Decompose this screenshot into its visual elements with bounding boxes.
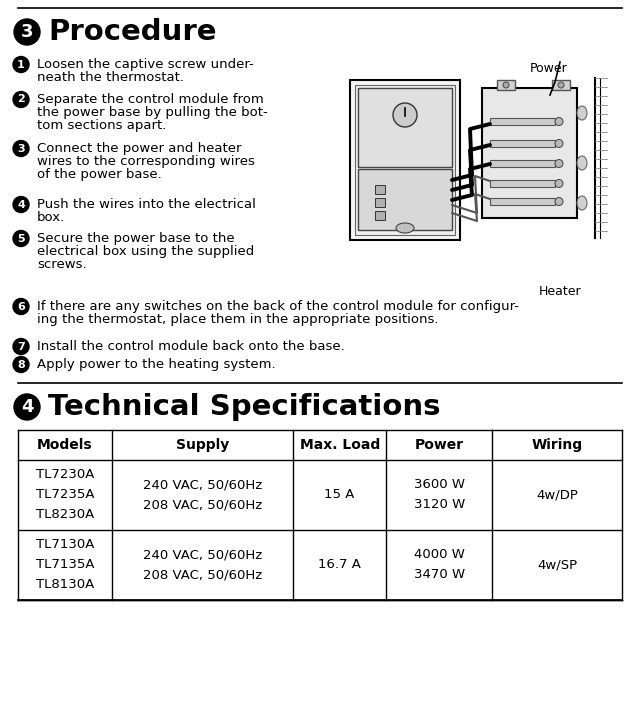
- Text: tom sections apart.: tom sections apart.: [37, 119, 166, 132]
- Text: 3600 W
3120 W: 3600 W 3120 W: [413, 479, 465, 512]
- Text: Procedure: Procedure: [48, 18, 216, 46]
- FancyBboxPatch shape: [375, 198, 385, 207]
- Text: 8: 8: [17, 359, 25, 369]
- Circle shape: [13, 92, 29, 107]
- Circle shape: [555, 117, 563, 126]
- FancyBboxPatch shape: [497, 80, 515, 90]
- FancyBboxPatch shape: [490, 180, 555, 187]
- Ellipse shape: [577, 196, 587, 210]
- Circle shape: [13, 299, 29, 314]
- Circle shape: [393, 103, 417, 127]
- Text: wires to the corresponding wires: wires to the corresponding wires: [37, 155, 255, 168]
- Circle shape: [555, 160, 563, 167]
- Text: 1: 1: [17, 59, 25, 69]
- FancyBboxPatch shape: [482, 88, 577, 218]
- Text: screws.: screws.: [37, 258, 86, 271]
- Text: If there are any switches on the back of the control module for configur-: If there are any switches on the back of…: [37, 300, 519, 313]
- FancyBboxPatch shape: [358, 88, 452, 167]
- Text: Supply: Supply: [175, 438, 229, 452]
- FancyBboxPatch shape: [355, 85, 455, 235]
- Circle shape: [14, 19, 40, 45]
- Circle shape: [555, 140, 563, 148]
- FancyBboxPatch shape: [358, 169, 452, 229]
- Text: 16.7 A: 16.7 A: [318, 558, 361, 571]
- FancyBboxPatch shape: [552, 80, 570, 90]
- Ellipse shape: [577, 156, 587, 170]
- Text: the power base by pulling the bot-: the power base by pulling the bot-: [37, 106, 268, 119]
- Text: 2: 2: [17, 95, 25, 104]
- Text: neath the thermostat.: neath the thermostat.: [37, 71, 184, 84]
- Text: 7: 7: [17, 342, 25, 352]
- Text: Install the control module back onto the base.: Install the control module back onto the…: [37, 340, 345, 353]
- Text: 4w/DP: 4w/DP: [536, 489, 578, 501]
- Circle shape: [13, 338, 29, 354]
- FancyBboxPatch shape: [490, 198, 555, 205]
- Text: Wiring: Wiring: [531, 438, 582, 452]
- Text: 240 VAC, 50/60Hz
208 VAC, 50/60Hz: 240 VAC, 50/60Hz 208 VAC, 50/60Hz: [143, 479, 262, 512]
- FancyBboxPatch shape: [375, 185, 385, 194]
- Circle shape: [13, 196, 29, 213]
- Text: Heater: Heater: [539, 285, 581, 298]
- Text: 15 A: 15 A: [324, 489, 355, 501]
- Text: Connect the power and heater: Connect the power and heater: [37, 142, 241, 155]
- Ellipse shape: [396, 223, 414, 233]
- FancyBboxPatch shape: [375, 211, 385, 220]
- Circle shape: [558, 82, 564, 88]
- Circle shape: [13, 56, 29, 73]
- Text: 4000 W
3470 W: 4000 W 3470 W: [413, 549, 465, 582]
- Text: TL7230A
TL7235A
TL8230A: TL7230A TL7235A TL8230A: [36, 469, 94, 522]
- FancyBboxPatch shape: [490, 160, 555, 167]
- Text: Technical Specifications: Technical Specifications: [48, 393, 440, 421]
- Circle shape: [555, 179, 563, 188]
- Text: 5: 5: [17, 234, 25, 244]
- Text: 3: 3: [17, 143, 25, 153]
- Text: 4: 4: [20, 398, 33, 416]
- Ellipse shape: [577, 106, 587, 120]
- FancyBboxPatch shape: [350, 80, 460, 240]
- Circle shape: [13, 230, 29, 246]
- Circle shape: [13, 140, 29, 157]
- Text: Power: Power: [530, 62, 568, 75]
- Text: 240 VAC, 50/60Hz
208 VAC, 50/60Hz: 240 VAC, 50/60Hz 208 VAC, 50/60Hz: [143, 549, 262, 582]
- Text: ing the thermostat, place them in the appropriate positions.: ing the thermostat, place them in the ap…: [37, 313, 438, 326]
- Circle shape: [13, 357, 29, 373]
- Text: Separate the control module from: Separate the control module from: [37, 93, 264, 106]
- Text: Loosen the captive screw under-: Loosen the captive screw under-: [37, 58, 253, 71]
- Text: 4: 4: [17, 200, 25, 210]
- Text: Apply power to the heating system.: Apply power to the heating system.: [37, 358, 276, 371]
- Text: Max. Load: Max. Load: [300, 438, 380, 452]
- Text: box.: box.: [37, 211, 65, 224]
- FancyBboxPatch shape: [490, 118, 555, 125]
- Text: TL7130A
TL7135A
TL8130A: TL7130A TL7135A TL8130A: [36, 539, 94, 592]
- Circle shape: [555, 198, 563, 205]
- Circle shape: [503, 82, 509, 88]
- Text: Power: Power: [415, 438, 464, 452]
- Text: of the power base.: of the power base.: [37, 168, 162, 181]
- Text: electrical box using the supplied: electrical box using the supplied: [37, 245, 254, 258]
- FancyBboxPatch shape: [490, 140, 555, 147]
- Text: Models: Models: [37, 438, 93, 452]
- Text: Secure the power base to the: Secure the power base to the: [37, 232, 235, 245]
- Text: 3: 3: [20, 23, 33, 41]
- Text: Push the wires into the electrical: Push the wires into the electrical: [37, 198, 256, 211]
- Circle shape: [14, 394, 40, 420]
- Text: 6: 6: [17, 301, 25, 311]
- Text: 4w/SP: 4w/SP: [537, 558, 577, 571]
